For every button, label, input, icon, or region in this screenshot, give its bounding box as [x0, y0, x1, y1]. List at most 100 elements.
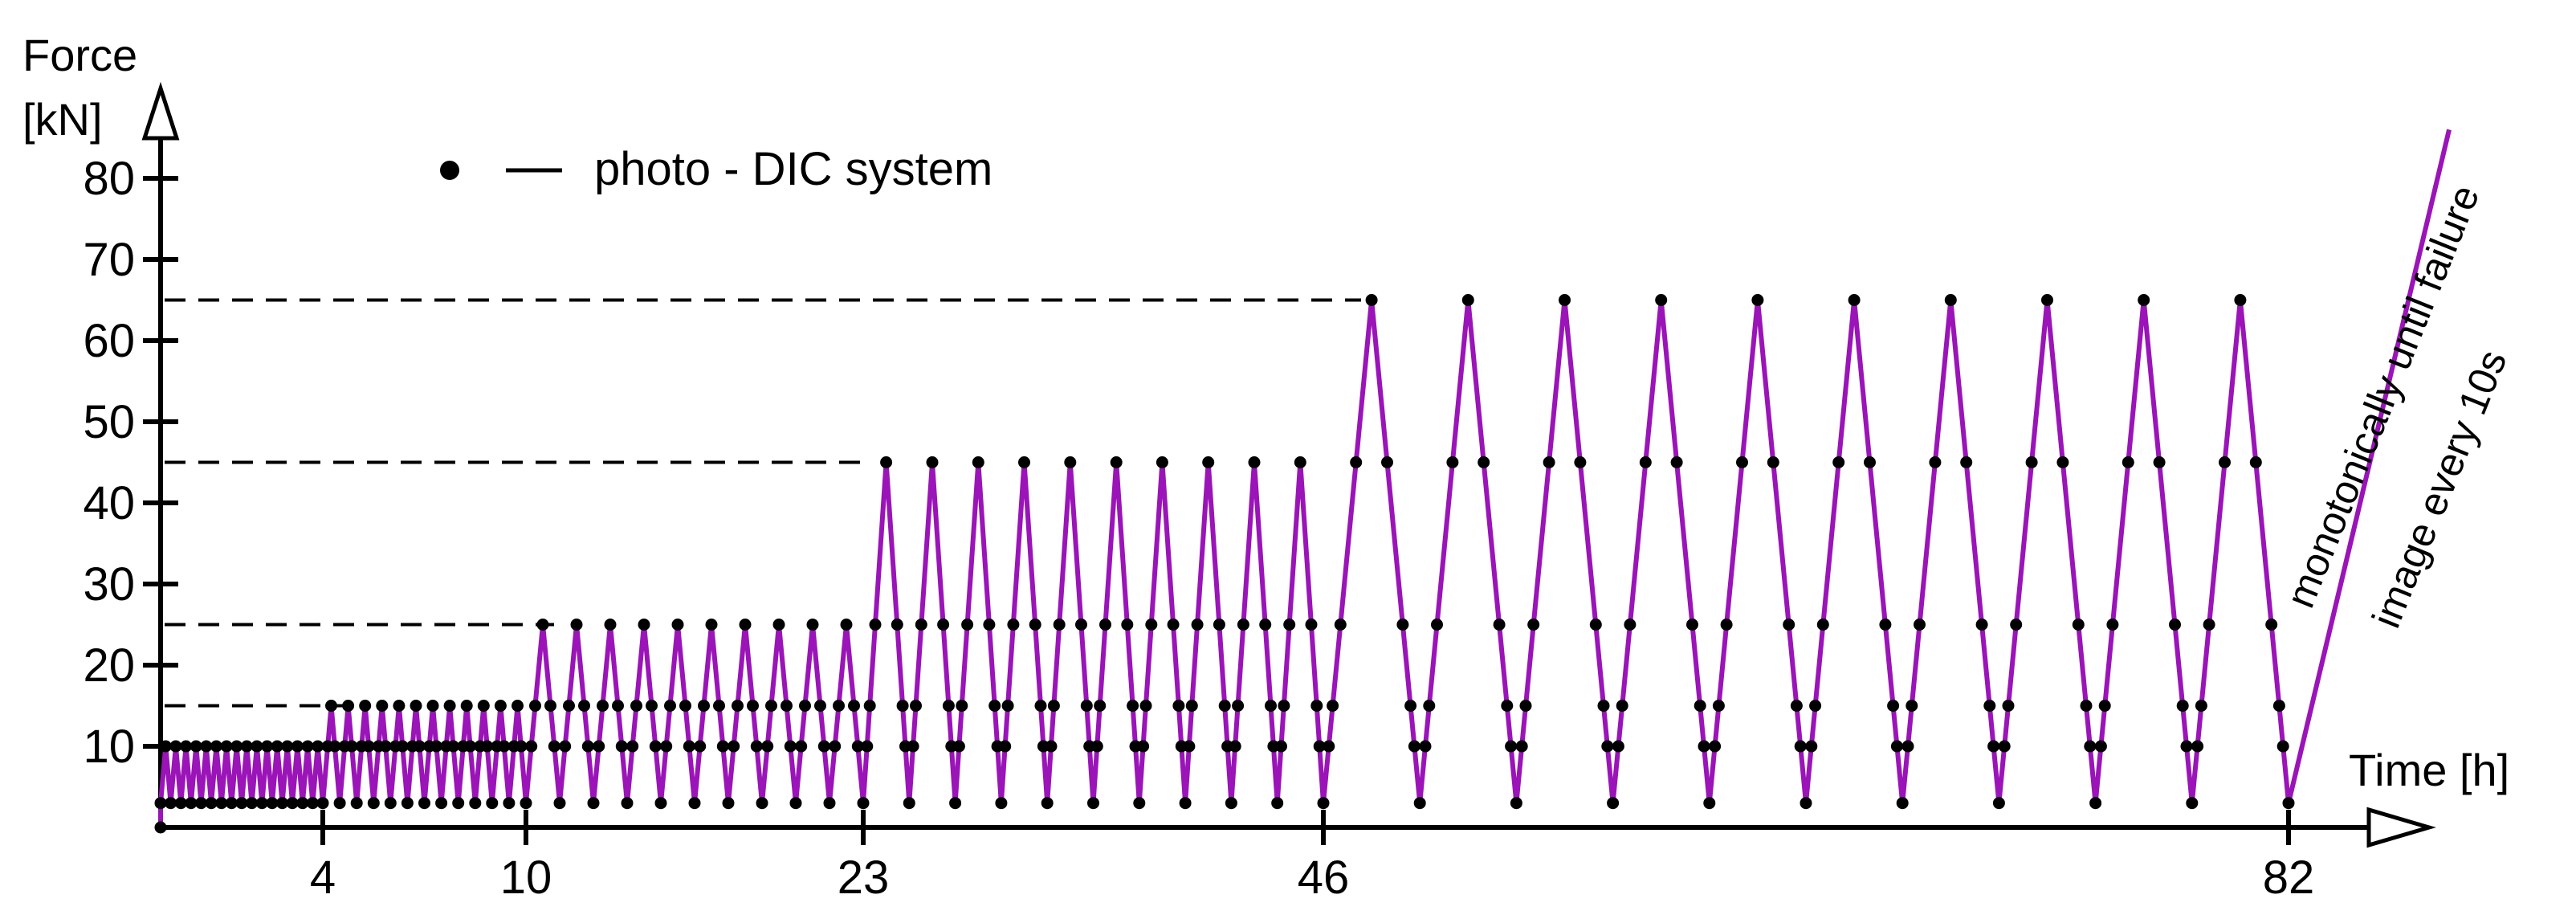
photo-marker [235, 797, 248, 810]
legend-label: photo - DIC system [594, 143, 992, 195]
photo-marker [1501, 700, 1514, 712]
photo-marker [1179, 797, 1192, 810]
photo-marker [1848, 294, 1861, 306]
photo-marker [255, 797, 268, 810]
photo-marker [732, 700, 744, 712]
photo-marker [781, 700, 793, 712]
photo-marker [1975, 619, 1988, 631]
photo-marker [1145, 619, 1158, 631]
photo-marker [891, 619, 903, 631]
photo-marker [1185, 700, 1198, 712]
photo-marker [2249, 456, 2262, 468]
photo-marker [266, 797, 279, 810]
photo-marker [464, 740, 477, 753]
photo-marker [750, 740, 763, 753]
photo-marker [328, 740, 341, 753]
photo-marker [174, 797, 187, 810]
photo-marker [333, 797, 346, 810]
photo-marker [306, 797, 319, 810]
photo-marker [1944, 294, 1957, 306]
photo-marker [1527, 619, 1540, 631]
photo-marker [1080, 700, 1093, 712]
photo-marker [851, 740, 864, 753]
photo-marker [180, 740, 193, 753]
photo-marker [999, 740, 1012, 753]
photo-marker [1832, 456, 1845, 468]
photo-marker [829, 740, 842, 753]
photo-marker [430, 740, 442, 753]
photo-marker [2122, 456, 2134, 468]
photo-marker [2195, 700, 2207, 712]
photo-marker [638, 619, 650, 631]
photo-marker [671, 619, 684, 631]
legend-marker-icon [440, 161, 459, 180]
photo-marker [301, 740, 314, 753]
photo-marker [1574, 456, 1587, 468]
y-tick-label: 50 [83, 396, 135, 448]
y-tick-label: 10 [83, 721, 135, 773]
photo-marker [2153, 456, 2166, 468]
photo-marker [1137, 740, 1150, 753]
photo-marker [1225, 797, 1237, 810]
y-axis-arrow [141, 81, 180, 141]
photo-marker [1213, 619, 1225, 631]
photo-marker [261, 740, 274, 753]
photo-marker [649, 740, 662, 753]
force-series-line [158, 300, 2291, 827]
photo-marker [604, 619, 617, 631]
photo-markers [154, 294, 2295, 834]
photo-marker [654, 797, 667, 810]
photo-marker [195, 797, 207, 810]
photo-marker [1232, 700, 1245, 712]
photo-marker [1709, 740, 1722, 753]
photo-marker [581, 740, 594, 753]
photo-marker [593, 740, 605, 753]
photo-marker [469, 797, 482, 810]
photo-marker [1790, 700, 1803, 712]
photo-marker [435, 797, 448, 810]
photo-marker [2180, 740, 2193, 753]
photo-marker [784, 740, 797, 753]
photo-marker [1229, 740, 1241, 753]
photo-marker [880, 456, 893, 468]
y-tick-label: 30 [83, 558, 135, 611]
legend: photo - DIC system [440, 143, 992, 195]
photo-marker [154, 797, 167, 810]
photo-marker [2041, 294, 2053, 306]
photo-marker [447, 740, 459, 753]
photo-marker [1248, 456, 1261, 468]
photo-marker [559, 740, 572, 753]
photo-marker [190, 740, 202, 753]
photo-marker [1381, 456, 1393, 468]
photo-marker [995, 797, 1008, 810]
photo-marker [1305, 619, 1318, 631]
photo-marker [1720, 619, 1733, 631]
photo-marker [1983, 700, 1996, 712]
photo-marker [2191, 740, 2204, 753]
photo-marker [1404, 700, 1417, 712]
photo-marker [1275, 740, 1287, 753]
photo-marker [1139, 700, 1152, 712]
photo-marker [2169, 619, 2181, 631]
photo-marker [2106, 619, 2119, 631]
photo-marker [1317, 797, 1330, 810]
photo-marker [1864, 456, 1876, 468]
photo-marker [1053, 619, 1066, 631]
photo-marker [789, 797, 802, 810]
photo-marker [1007, 619, 1020, 631]
photo-marker [578, 700, 590, 712]
photo-marker [1960, 456, 1973, 468]
photo-marker [861, 740, 874, 753]
photo-marker [630, 700, 642, 712]
photo-marker [169, 740, 182, 753]
photo-marker [1413, 797, 1426, 810]
photo-marker [498, 740, 511, 753]
reference-lines [165, 298, 1361, 708]
photo-marker [553, 797, 566, 810]
photo-marker [481, 740, 494, 753]
photo-marker [926, 456, 939, 468]
photo-marker [570, 619, 583, 631]
photo-marker [615, 740, 628, 753]
photo-marker [983, 619, 996, 631]
